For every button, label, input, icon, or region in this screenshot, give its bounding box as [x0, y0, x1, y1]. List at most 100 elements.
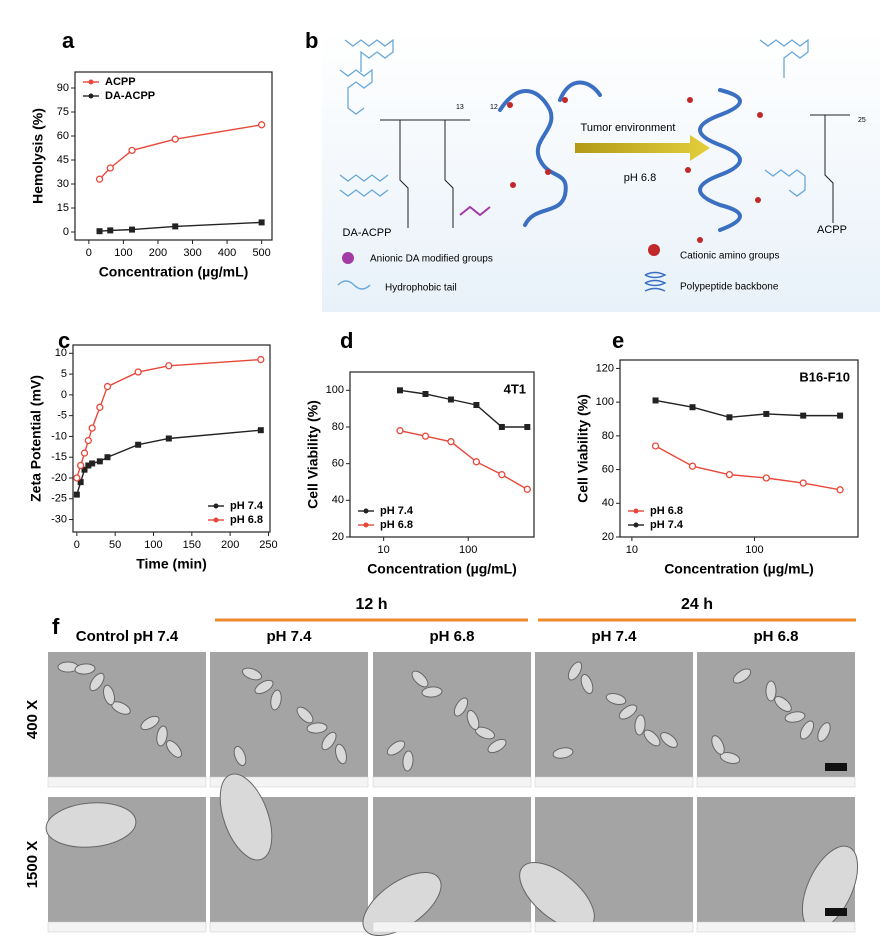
column-label: Control pH 7.4: [76, 628, 179, 645]
cell: [306, 722, 328, 734]
series-line: [76, 358, 261, 479]
y-tick-label: -10: [51, 430, 67, 442]
x-tick-label: 100: [459, 544, 477, 556]
cell: [402, 750, 414, 772]
molecule-label: DA-ACPP: [343, 227, 392, 239]
cell: [140, 715, 160, 731]
annotation: B16-F10: [799, 369, 850, 384]
legend-label: pH 7.4: [380, 505, 414, 517]
series-line: [76, 429, 261, 495]
subscript: 25: [858, 117, 866, 124]
point: [134, 368, 142, 376]
panel-label: a: [62, 28, 75, 53]
info-strip: [534, 921, 694, 933]
cell: [618, 704, 638, 720]
point: [524, 424, 531, 430]
legend-marker: [88, 93, 94, 99]
cell: [634, 714, 646, 736]
panel-label: f: [52, 614, 60, 639]
cell: [774, 696, 792, 712]
point: [257, 355, 265, 364]
info-strip: [209, 776, 369, 788]
x-tick-label: 0: [74, 539, 80, 551]
cell: [487, 738, 507, 754]
sem-image: [373, 652, 531, 777]
y-tick-label: -20: [51, 472, 67, 484]
legend-marker: [213, 503, 219, 509]
arrow-label: pH 6.8: [624, 172, 656, 184]
point: [103, 382, 112, 391]
x-tick-label: 100: [114, 247, 132, 259]
series-line: [655, 445, 841, 491]
y-tick-label: 20: [602, 531, 614, 543]
legend-text: Polypeptide backbone: [680, 282, 779, 293]
cell: [580, 673, 594, 695]
point: [396, 387, 403, 394]
x-tick-label: 0: [86, 247, 92, 259]
point: [96, 403, 104, 411]
point: [77, 479, 84, 486]
point: [498, 471, 506, 479]
point: [422, 391, 429, 397]
point: [396, 427, 404, 435]
x-tick-label: 10: [626, 544, 638, 556]
legend-icon: [644, 271, 667, 292]
cell: [605, 693, 627, 705]
plot-frame: [72, 344, 271, 533]
backbone-drawing: [380, 114, 850, 228]
point: [836, 486, 844, 494]
cell: [421, 686, 443, 698]
point: [88, 424, 96, 432]
series-line: [99, 124, 262, 180]
arrow: [575, 135, 710, 161]
point: [171, 135, 179, 143]
y-axis-label: Zeta Potential (mV): [28, 375, 44, 502]
point: [799, 479, 807, 487]
point: [498, 424, 505, 430]
annotation: 4T1: [504, 381, 526, 396]
point: [257, 427, 264, 434]
cell: [74, 663, 96, 675]
cell: [270, 689, 282, 711]
x-axis-label: Time (min): [136, 556, 207, 572]
point: [651, 442, 660, 450]
legend-label: pH 6.8: [230, 514, 263, 526]
point: [172, 223, 179, 230]
row-label: 400 X: [24, 700, 41, 739]
series-line: [399, 389, 528, 428]
point: [473, 402, 480, 408]
row-label: 1500 X: [24, 841, 41, 889]
scale-bar: [825, 908, 847, 916]
x-tick-label: 100: [144, 539, 162, 551]
legend-text: Hydrophobic tail: [385, 283, 457, 294]
y-tick-label: 40: [332, 494, 344, 506]
cell: [711, 735, 725, 755]
point: [128, 146, 136, 155]
diagram-background: [322, 30, 880, 312]
point: [84, 436, 92, 445]
point: [80, 449, 89, 457]
point: [763, 410, 770, 417]
legend-marker: [88, 79, 94, 85]
cell: [552, 747, 574, 759]
da-group: [459, 205, 491, 217]
group-label: 12 h: [355, 596, 387, 613]
cell: [45, 802, 137, 848]
polypeptide-coil: [498, 80, 742, 232]
y-tick-label: 120: [596, 362, 614, 374]
series-line: [399, 429, 528, 490]
y-axis-label: Cell Viability (%): [575, 394, 591, 503]
plot-frame: [74, 71, 273, 241]
subscript: 12: [490, 104, 498, 111]
legend-icon: [648, 244, 660, 256]
plot-frame: [349, 371, 535, 538]
y-tick-label: 10: [55, 347, 67, 359]
column-label: pH 7.4: [591, 628, 637, 645]
x-tick-label: 250: [259, 539, 277, 551]
legend-text: Cationic amino groups: [680, 251, 780, 262]
y-tick-label: 5: [61, 368, 67, 380]
cell: [321, 731, 337, 751]
cell: [103, 684, 115, 706]
legend-label: DA-ACPP: [105, 90, 155, 102]
